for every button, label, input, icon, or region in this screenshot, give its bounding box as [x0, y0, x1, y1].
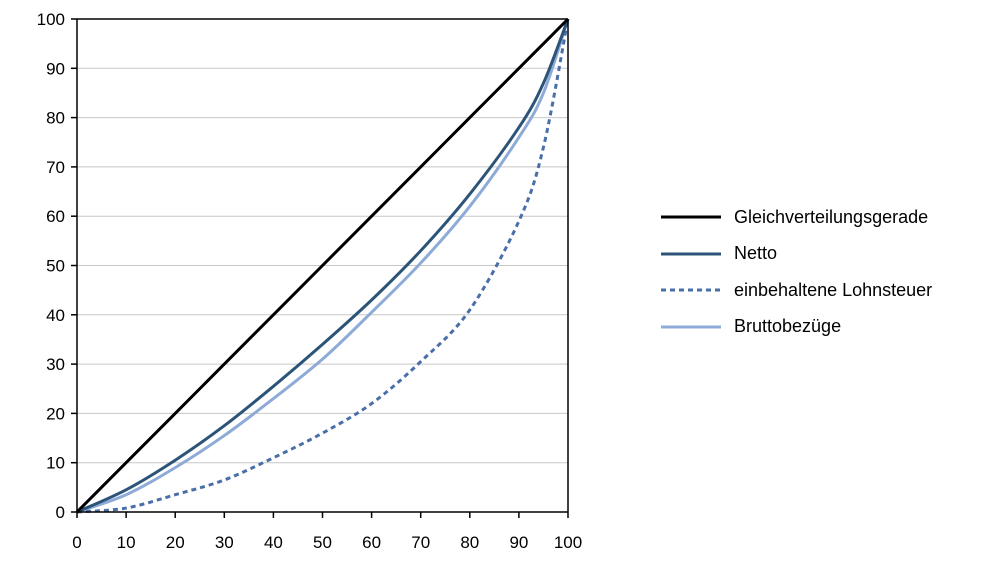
y-tick-label: 50 [46, 257, 65, 276]
y-tick-label: 80 [46, 109, 65, 128]
series-line-gleichverteilungsgerade [75, 17, 570, 514]
legend-item: einbehaltene Lohnsteuer [660, 272, 932, 309]
x-tick-label: 70 [411, 533, 430, 552]
y-tick-label: 70 [46, 158, 65, 177]
x-tick-label: 10 [117, 533, 136, 552]
y-tick-label: 100 [37, 10, 65, 29]
legend-swatch [661, 252, 721, 256]
series-line-bruttobez-ge [76, 18, 570, 514]
legend-swatch [661, 215, 721, 219]
x-tick-label: 90 [509, 533, 528, 552]
series-lines [75, 17, 570, 514]
legend-item: Netto [660, 236, 932, 273]
x-tick-label: 40 [264, 533, 283, 552]
series-line-netto [76, 18, 570, 514]
series-line-einbehaltene-lohnsteuer [76, 18, 570, 514]
legend-label: Gleichverteilungsgerade [734, 206, 929, 227]
y-tick-label: 10 [46, 454, 65, 473]
legend-item: Gleichverteilungsgerade [660, 199, 932, 236]
x-tick-label: 30 [215, 533, 234, 552]
legend-swatch [661, 288, 721, 292]
legend-label: einbehaltene Lohnsteuer [734, 279, 933, 300]
x-tick-label: 0 [72, 533, 81, 552]
y-tick-label: 0 [56, 503, 65, 522]
legend: Gleichverteilungsgerade Netto einbehaltene… [660, 199, 932, 345]
y-tick-labels: 0 10 20 30 40 50 60 70 80 90 100 [37, 10, 65, 522]
axes [71, 18, 569, 518]
y-tick-label: 60 [46, 207, 65, 226]
x-tick-label: 60 [362, 533, 381, 552]
x-tick-label: 80 [460, 533, 479, 552]
y-tick-label: 20 [46, 404, 65, 423]
legend-label: Netto [734, 243, 778, 264]
x-tick-label: 20 [166, 533, 185, 552]
y-tick-label: 90 [46, 59, 65, 78]
legend-label: Bruttobezüge [734, 316, 842, 337]
y-tick-label: 40 [46, 306, 65, 325]
legend-swatch [661, 325, 721, 329]
legend-item: Bruttobezüge [660, 309, 932, 346]
x-tick-label: 100 [554, 533, 582, 552]
x-tick-label: 50 [313, 533, 332, 552]
y-tick-label: 30 [46, 355, 65, 374]
grid-lines [77, 18, 568, 464]
x-tick-labels: 0 10 20 30 40 50 60 70 80 90 100 [72, 533, 582, 552]
